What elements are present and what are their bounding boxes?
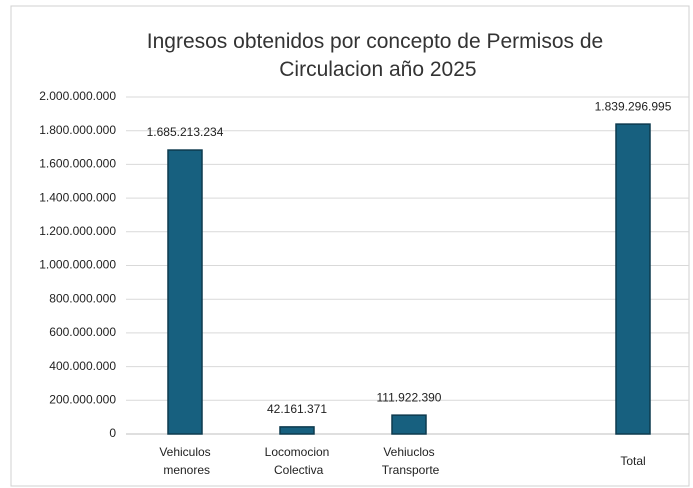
- bar: [279, 426, 315, 435]
- bar: [391, 414, 427, 435]
- value-label: 42.161.371: [267, 402, 327, 416]
- y-tick-label: 1.000.000.000: [39, 258, 116, 272]
- y-tick-label: 800.000.000: [49, 291, 116, 305]
- x-tick-label: Vehiuclos Transporte: [379, 445, 440, 477]
- value-label: 1.685.213.234: [147, 125, 224, 139]
- y-tick-label: 200.000.000: [49, 392, 116, 406]
- y-tick-label: 400.000.000: [49, 359, 116, 373]
- bar: [615, 123, 651, 435]
- y-tick-label: 1.800.000.000: [39, 123, 116, 137]
- x-tick-label: Total: [620, 454, 645, 468]
- y-tick-label: 2.000.000.000: [39, 89, 116, 103]
- bar: [167, 149, 203, 435]
- y-tick-label: 0: [109, 426, 116, 440]
- y-tick-label: 1.400.000.000: [39, 190, 116, 204]
- value-label: 1.839.296.995: [595, 99, 672, 113]
- x-tick-label: Vehiculos menores: [159, 445, 210, 477]
- y-tick-label: 600.000.000: [49, 325, 116, 339]
- chart-title: Ingresos obtenidos por concepto de Permi…: [147, 30, 603, 81]
- y-tick-label: 1.600.000.000: [39, 157, 116, 171]
- x-tick-label: Locomocion Colectiva: [265, 445, 330, 477]
- chart-border: [10, 5, 690, 487]
- y-tick-label: 1.200.000.000: [39, 224, 116, 238]
- value-label: 111.922.390: [377, 390, 442, 404]
